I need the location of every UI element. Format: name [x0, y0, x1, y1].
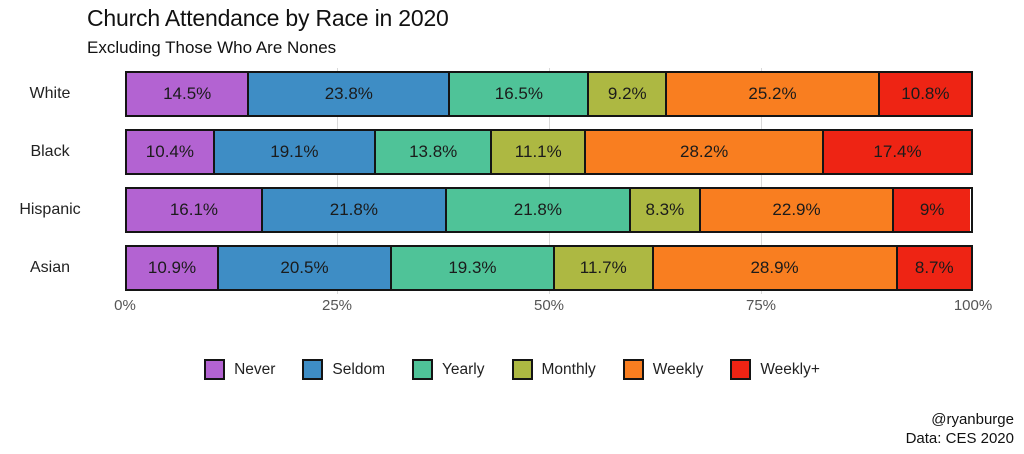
bar-value-label: 9.2%	[607, 84, 647, 103]
bar-value-label: 23.8%	[324, 84, 373, 103]
y-axis-label-hispanic: Hispanic	[19, 201, 81, 218]
bar-segment-seldom: 23.8%	[249, 73, 451, 115]
legend-label-never: Never	[234, 360, 276, 378]
legend-swatch-monthly	[511, 359, 533, 380]
bar-segment-never: 14.5%	[127, 73, 250, 115]
bar-value-label: 21.8%	[513, 200, 562, 219]
legend-label-weekly: Weekly	[652, 360, 704, 378]
legend-swatch-weekly	[622, 359, 644, 380]
bar-segment-yearly: 16.5%	[450, 73, 590, 115]
bar-value-label: 13.8%	[409, 142, 458, 161]
bar-segment-seldom: 21.8%	[262, 189, 447, 231]
bar-segment-weeklyplus: 10.8%	[879, 73, 971, 115]
bar-value-label: 8.7%	[914, 258, 954, 277]
x-axis-tick-100pct: 100%	[953, 297, 993, 314]
attribution-source: Data: CES 2020	[905, 430, 1014, 447]
bar-segment-seldom: 20.5%	[218, 247, 392, 289]
legend-item-never: Never	[204, 359, 275, 380]
attribution: @ryanburge Data: CES 2020	[906, 410, 1014, 448]
y-axis-label-asian: Asian	[29, 259, 71, 276]
legend-swatch-yearly	[411, 359, 433, 380]
x-axis-tick-25pct: 25%	[321, 297, 353, 314]
bar-value-label: 10.8%	[901, 84, 950, 103]
bar-segment-monthly: 11.7%	[554, 247, 654, 289]
legend: Never Seldom Yearly Monthly Weekly Weekly+	[0, 359, 1024, 380]
bar-segment-weekly: 25.2%	[667, 73, 880, 115]
bar-row-hispanic: Hispanic 16.1% 21.8% 21.8% 8.3% 22.9% 9%	[0, 187, 1024, 233]
bar-segment-never: 16.1%	[127, 189, 263, 231]
x-axis-tick-0pct: 0%	[114, 297, 136, 314]
bar-segment-yearly: 13.8%	[375, 131, 493, 173]
bar-segment-weeklyplus: 17.4%	[824, 131, 971, 173]
bar-value-label: 19.1%	[270, 142, 319, 161]
y-axis-label-white: White	[29, 85, 71, 102]
y-axis-label-black: Black	[30, 143, 70, 160]
bar-value-label: 16.1%	[169, 200, 219, 219]
gridline-25	[337, 68, 338, 294]
bar-row-asian: Asian 10.9% 20.5% 19.3% 11.7% 28.9% 8.7%	[0, 245, 1024, 291]
bar-segment-yearly: 21.8%	[446, 189, 631, 231]
bar-segment-weeklyplus: 8.7%	[897, 247, 971, 289]
stacked-bar-black: 10.4% 19.1% 13.8% 11.1% 28.2% 17.4%	[125, 129, 973, 175]
bar-value-label: 10.4%	[145, 142, 194, 161]
attribution-handle: @ryanburge	[931, 411, 1014, 428]
bar-rows: White 14.5% 23.8% 16.5% 9.2% 25.2% 10.8% Black 1…	[0, 71, 1024, 303]
bar-value-label: 22.9%	[772, 200, 821, 219]
legend-label-yearly: Yearly	[441, 360, 485, 378]
bar-segment-never: 10.4%	[127, 131, 215, 173]
legend-item-weeklyplus: Weekly+	[730, 359, 820, 380]
bar-segment-weeklyplus: 9%	[894, 189, 971, 231]
stacked-bar-hispanic: 16.1% 21.8% 21.8% 8.3% 22.9% 9%	[125, 187, 973, 233]
legend-label-monthly: Monthly	[541, 360, 596, 378]
chart-title: Church Attendance by Race in 2020	[87, 5, 449, 31]
bar-value-label: 28.2%	[680, 142, 729, 161]
bar-segment-weekly: 28.9%	[653, 247, 898, 289]
bar-value-label: 17.4%	[873, 142, 922, 161]
gridlines	[125, 68, 973, 294]
bar-value-label: 20.5%	[280, 258, 329, 277]
bar-segment-monthly: 11.1%	[492, 131, 587, 173]
bar-segment-yearly: 19.3%	[392, 247, 555, 289]
bar-segment-weekly: 28.2%	[586, 131, 825, 173]
bar-value-label: 11.7%	[579, 258, 627, 277]
bar-value-label: 21.8%	[329, 200, 378, 219]
x-axis-tick-50pct: 50%	[533, 297, 565, 314]
legend-item-seldom: Seldom	[302, 359, 385, 380]
legend-label-weeklyplus: Weekly+	[760, 360, 820, 378]
bar-value-label: 14.5%	[163, 84, 212, 103]
x-axis: 0% 25% 50% 75% 100%	[114, 297, 992, 317]
legend-label-seldom: Seldom	[332, 360, 385, 378]
legend-swatch-never	[204, 359, 226, 380]
x-axis-tick-75pct: 75%	[745, 297, 777, 314]
stacked-bar-white: 14.5% 23.8% 16.5% 9.2% 25.2% 10.8%	[125, 71, 973, 117]
gridline-75	[761, 68, 762, 294]
gridline-50	[549, 68, 550, 294]
bar-value-label: 25.2%	[748, 84, 797, 103]
bar-value-label: 11.1%	[514, 142, 562, 161]
bar-value-label: 8.3%	[645, 200, 685, 219]
bar-value-label: 10.9%	[147, 258, 197, 277]
bar-row-white: White 14.5% 23.8% 16.5% 9.2% 25.2% 10.8%	[0, 71, 1024, 117]
bar-segment-monthly: 8.3%	[630, 189, 701, 231]
bar-segment-never: 10.9%	[127, 247, 219, 289]
chart-subtitle: Excluding Those Who Are Nones	[87, 38, 337, 57]
legend-swatch-seldom	[302, 359, 324, 380]
bar-value-label: 28.9%	[750, 258, 799, 277]
bar-row-black: Black 10.4% 19.1% 13.8% 11.1% 28.2% 17.4%	[0, 129, 1024, 175]
bar-segment-monthly: 9.2%	[589, 73, 668, 115]
bar-segment-weekly: 22.9%	[700, 189, 895, 231]
legend-swatch-weeklyplus	[730, 359, 752, 380]
legend-item-monthly: Monthly	[511, 359, 596, 380]
legend-item-weekly: Weekly	[622, 359, 704, 380]
bar-segment-seldom: 19.1%	[214, 131, 376, 173]
bar-value-label: 9%	[919, 200, 945, 219]
stacked-bar-asian: 10.9% 20.5% 19.3% 11.7% 28.9% 8.7%	[125, 245, 973, 291]
bar-value-label: 16.5%	[494, 84, 543, 103]
legend-item-yearly: Yearly	[411, 359, 485, 380]
bar-value-label: 19.3%	[448, 258, 497, 277]
